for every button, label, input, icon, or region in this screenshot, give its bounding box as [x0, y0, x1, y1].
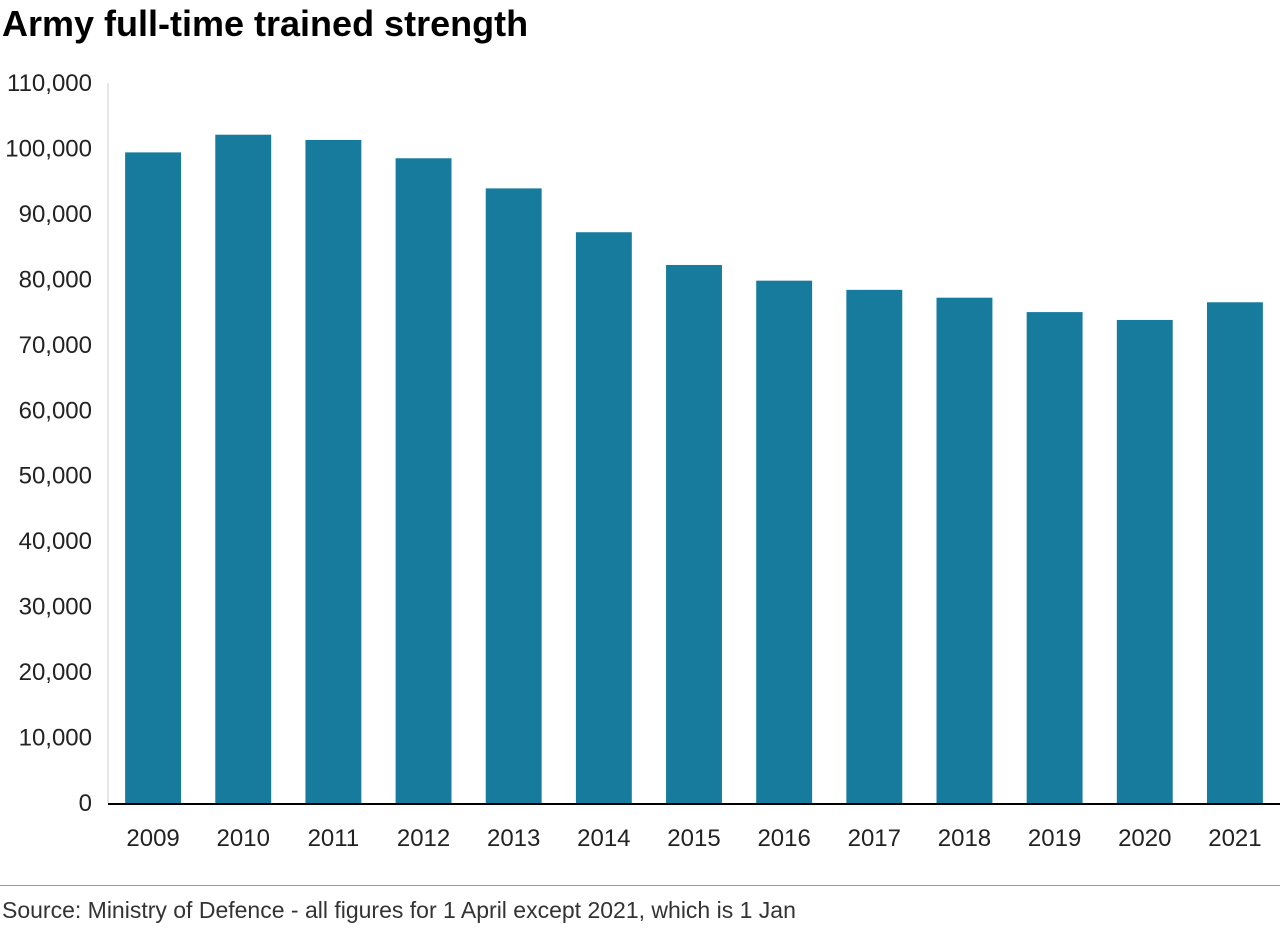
y-tick-label: 40,000 [19, 528, 92, 555]
x-tick-label: 2017 [848, 825, 901, 852]
y-tick-label: 0 [79, 790, 92, 817]
y-tick-label: 100,000 [5, 135, 92, 162]
y-tick-label: 30,000 [19, 594, 92, 621]
bar-chart: 0 10,000 20,000 30,000 40,000 50,000 60,000 70,… [5, 70, 1280, 852]
source-note: Source: Ministry of Defence - all figure… [2, 897, 796, 923]
x-tick-label: 2020 [1118, 825, 1171, 852]
x-tick-label: 2015 [667, 825, 720, 852]
y-tick-label: 80,000 [19, 266, 92, 293]
x-tick-label: 2013 [487, 825, 540, 852]
bar-2020 [1116, 319, 1173, 803]
y-tick-label: 20,000 [19, 659, 92, 686]
bar-2015 [666, 264, 722, 804]
chart-title: Army full-time trained strength [2, 3, 529, 44]
x-tick-label: 2014 [577, 825, 630, 852]
y-axis-ticks: 0 10,000 20,000 30,000 40,000 50,000 60,000 70,… [5, 70, 92, 817]
y-tick-label: 90,000 [19, 201, 92, 228]
footer-divider [0, 885, 1280, 886]
y-tick-label: 60,000 [19, 397, 92, 424]
bar-2009 [125, 152, 182, 803]
bar-2016 [756, 280, 813, 803]
bar-2010 [215, 134, 272, 803]
bar-2011 [305, 139, 362, 803]
y-tick-label: 10,000 [19, 725, 92, 752]
x-tick-label: 2018 [938, 825, 991, 852]
x-tick-label: 2011 [308, 825, 360, 852]
bar-2013 [485, 188, 542, 803]
x-tick-label: 2009 [126, 825, 179, 852]
bar-2019 [1026, 312, 1083, 803]
y-tick-label: 70,000 [19, 332, 92, 359]
x-tick-label: 2019 [1028, 825, 1081, 852]
x-tick-label: 2010 [217, 825, 270, 852]
x-tick-label: 2016 [757, 825, 810, 852]
y-tick-label: 110,000 [7, 70, 92, 97]
x-axis-ticks: 2009 2010 2011 2012 2013 2014 2015 2016 2017 2018… [126, 825, 1261, 852]
x-tick-label: 2012 [397, 825, 450, 852]
bars [125, 134, 1263, 804]
y-tick-label: 50,000 [19, 463, 92, 490]
bar-2012 [395, 158, 452, 803]
bar-2014 [575, 232, 632, 804]
bar-2021 [1206, 302, 1263, 803]
bar-2017 [846, 289, 903, 804]
bar-2018 [936, 297, 993, 803]
x-tick-label: 2021 [1208, 825, 1261, 852]
